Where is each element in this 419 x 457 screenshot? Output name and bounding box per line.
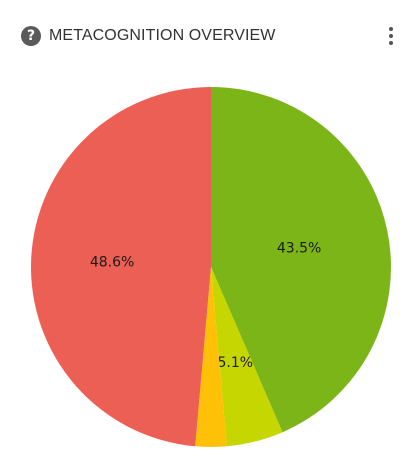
pie-slice-4[interactable] xyxy=(30,87,211,447)
slice-label-1: 43.5% xyxy=(277,241,321,257)
pie-slice-1[interactable] xyxy=(211,87,391,433)
card-header: ? METACOGNITION OVERVIEW xyxy=(21,24,403,48)
pie-slice-2[interactable] xyxy=(211,267,283,447)
pie-slice-3[interactable] xyxy=(195,267,227,447)
slice-label-4: 48.6% xyxy=(90,255,134,271)
card-title: METACOGNITION OVERVIEW xyxy=(49,27,276,44)
more-options-icon[interactable] xyxy=(384,24,398,48)
slice-label-2: 5.1% xyxy=(218,355,254,371)
help-icon[interactable]: ? xyxy=(21,26,41,46)
